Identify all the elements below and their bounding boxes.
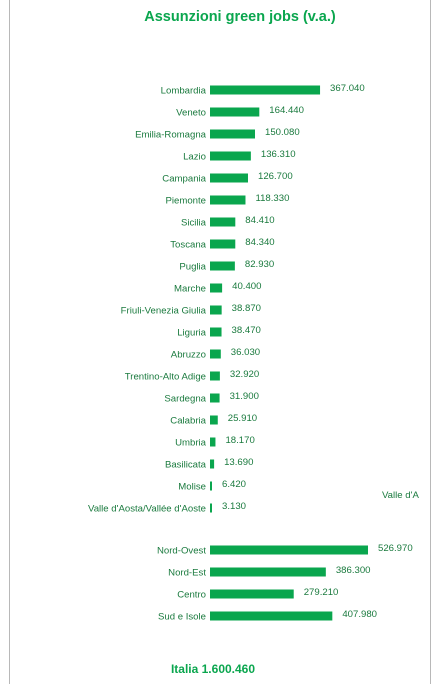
bar: [210, 173, 248, 183]
category-label: Lazio: [183, 151, 206, 162]
frame-right-border: [430, 0, 431, 684]
bar: [210, 415, 218, 425]
value-label: 40.400: [232, 281, 261, 292]
value-label: 279.210: [304, 587, 339, 598]
bar: [210, 459, 215, 469]
value-label: 407.980: [342, 609, 377, 620]
value-label: 6.420: [222, 479, 246, 490]
bar: [210, 589, 294, 599]
bar: [210, 545, 368, 555]
bar: [210, 481, 212, 491]
category-label: Calabria: [170, 415, 206, 426]
value-label: 38.470: [232, 325, 261, 336]
category-label: Sicilia: [181, 217, 207, 228]
bar: [210, 151, 251, 161]
category-label: Lombardia: [161, 85, 207, 96]
category-label: Sud e Isole: [158, 611, 206, 622]
chart-title: Assunzioni green jobs (v.a.): [144, 9, 336, 25]
category-label: Nord-Est: [168, 567, 206, 578]
bar: [210, 503, 212, 513]
value-label: 3.130: [222, 501, 246, 512]
value-label: 13.690: [224, 457, 253, 468]
category-label: Friuli-Venezia Giulia: [121, 305, 207, 316]
value-label: 164.440: [269, 105, 304, 116]
value-label: 367.040: [330, 83, 365, 94]
value-label: 118.330: [255, 193, 289, 204]
value-label: 82.930: [245, 259, 274, 270]
category-label: Trentino-Alto Adige: [125, 371, 206, 382]
value-label: 84.410: [245, 215, 274, 226]
bar: [210, 567, 326, 577]
category-label: Puglia: [179, 261, 206, 272]
category-label: Valle d'Aosta/Vallée d'Aoste: [88, 503, 206, 514]
bar: [210, 217, 236, 227]
value-label: 31.900: [230, 391, 259, 402]
category-label: Piemonte: [165, 195, 206, 206]
clipped-valle-label: Valle d'A: [382, 490, 419, 501]
category-label: Abruzzo: [171, 349, 206, 360]
value-label: 150.080: [265, 127, 300, 138]
value-label: 526.970: [378, 543, 413, 554]
bar: [210, 239, 236, 249]
category-label: Liguria: [177, 327, 206, 338]
italy-total-label: Italia 1.600.460: [171, 662, 255, 676]
value-label: 84.340: [245, 237, 274, 248]
bar: [210, 371, 220, 381]
value-label: 32.920: [230, 369, 259, 380]
category-label: Campania: [162, 173, 206, 184]
category-label: Sardegna: [164, 393, 206, 404]
bar: [210, 327, 222, 337]
bar: [210, 283, 223, 293]
value-label: 25.910: [228, 413, 257, 424]
category-label: Centro: [177, 589, 206, 600]
category-label: Nord-Ovest: [157, 545, 206, 556]
bar: [210, 437, 216, 447]
value-label: 36.030: [231, 347, 260, 358]
category-label: Molise: [178, 481, 206, 492]
bar: [210, 195, 246, 205]
category-label: Umbria: [175, 437, 207, 448]
value-label: 126.700: [258, 171, 293, 182]
category-label: Veneto: [176, 107, 206, 118]
bar: [210, 85, 321, 95]
value-label: 136.310: [261, 149, 296, 160]
category-label: Emilia-Romagna: [135, 129, 207, 140]
bar: [210, 349, 221, 359]
category-label: Basilicata: [165, 459, 207, 470]
value-label: 38.870: [232, 303, 261, 314]
bar: [210, 107, 260, 117]
region-bars: Lombardia 367.040 Veneto 164.440 Emilia-Roma…: [88, 83, 365, 514]
bar: [210, 261, 235, 271]
bar: [210, 129, 255, 139]
bar: [210, 611, 333, 621]
frame-left-border: [9, 0, 10, 684]
category-label: Marche: [174, 283, 206, 294]
bar: [210, 305, 222, 315]
value-label: 18.170: [225, 435, 254, 446]
bar: [210, 393, 220, 403]
macro-area-bars: Nord-Ovest 526.970 Nord-Est 386.300 Centro 27…: [157, 543, 413, 622]
category-label: Toscana: [170, 239, 206, 250]
value-label: 386.300: [336, 565, 371, 576]
